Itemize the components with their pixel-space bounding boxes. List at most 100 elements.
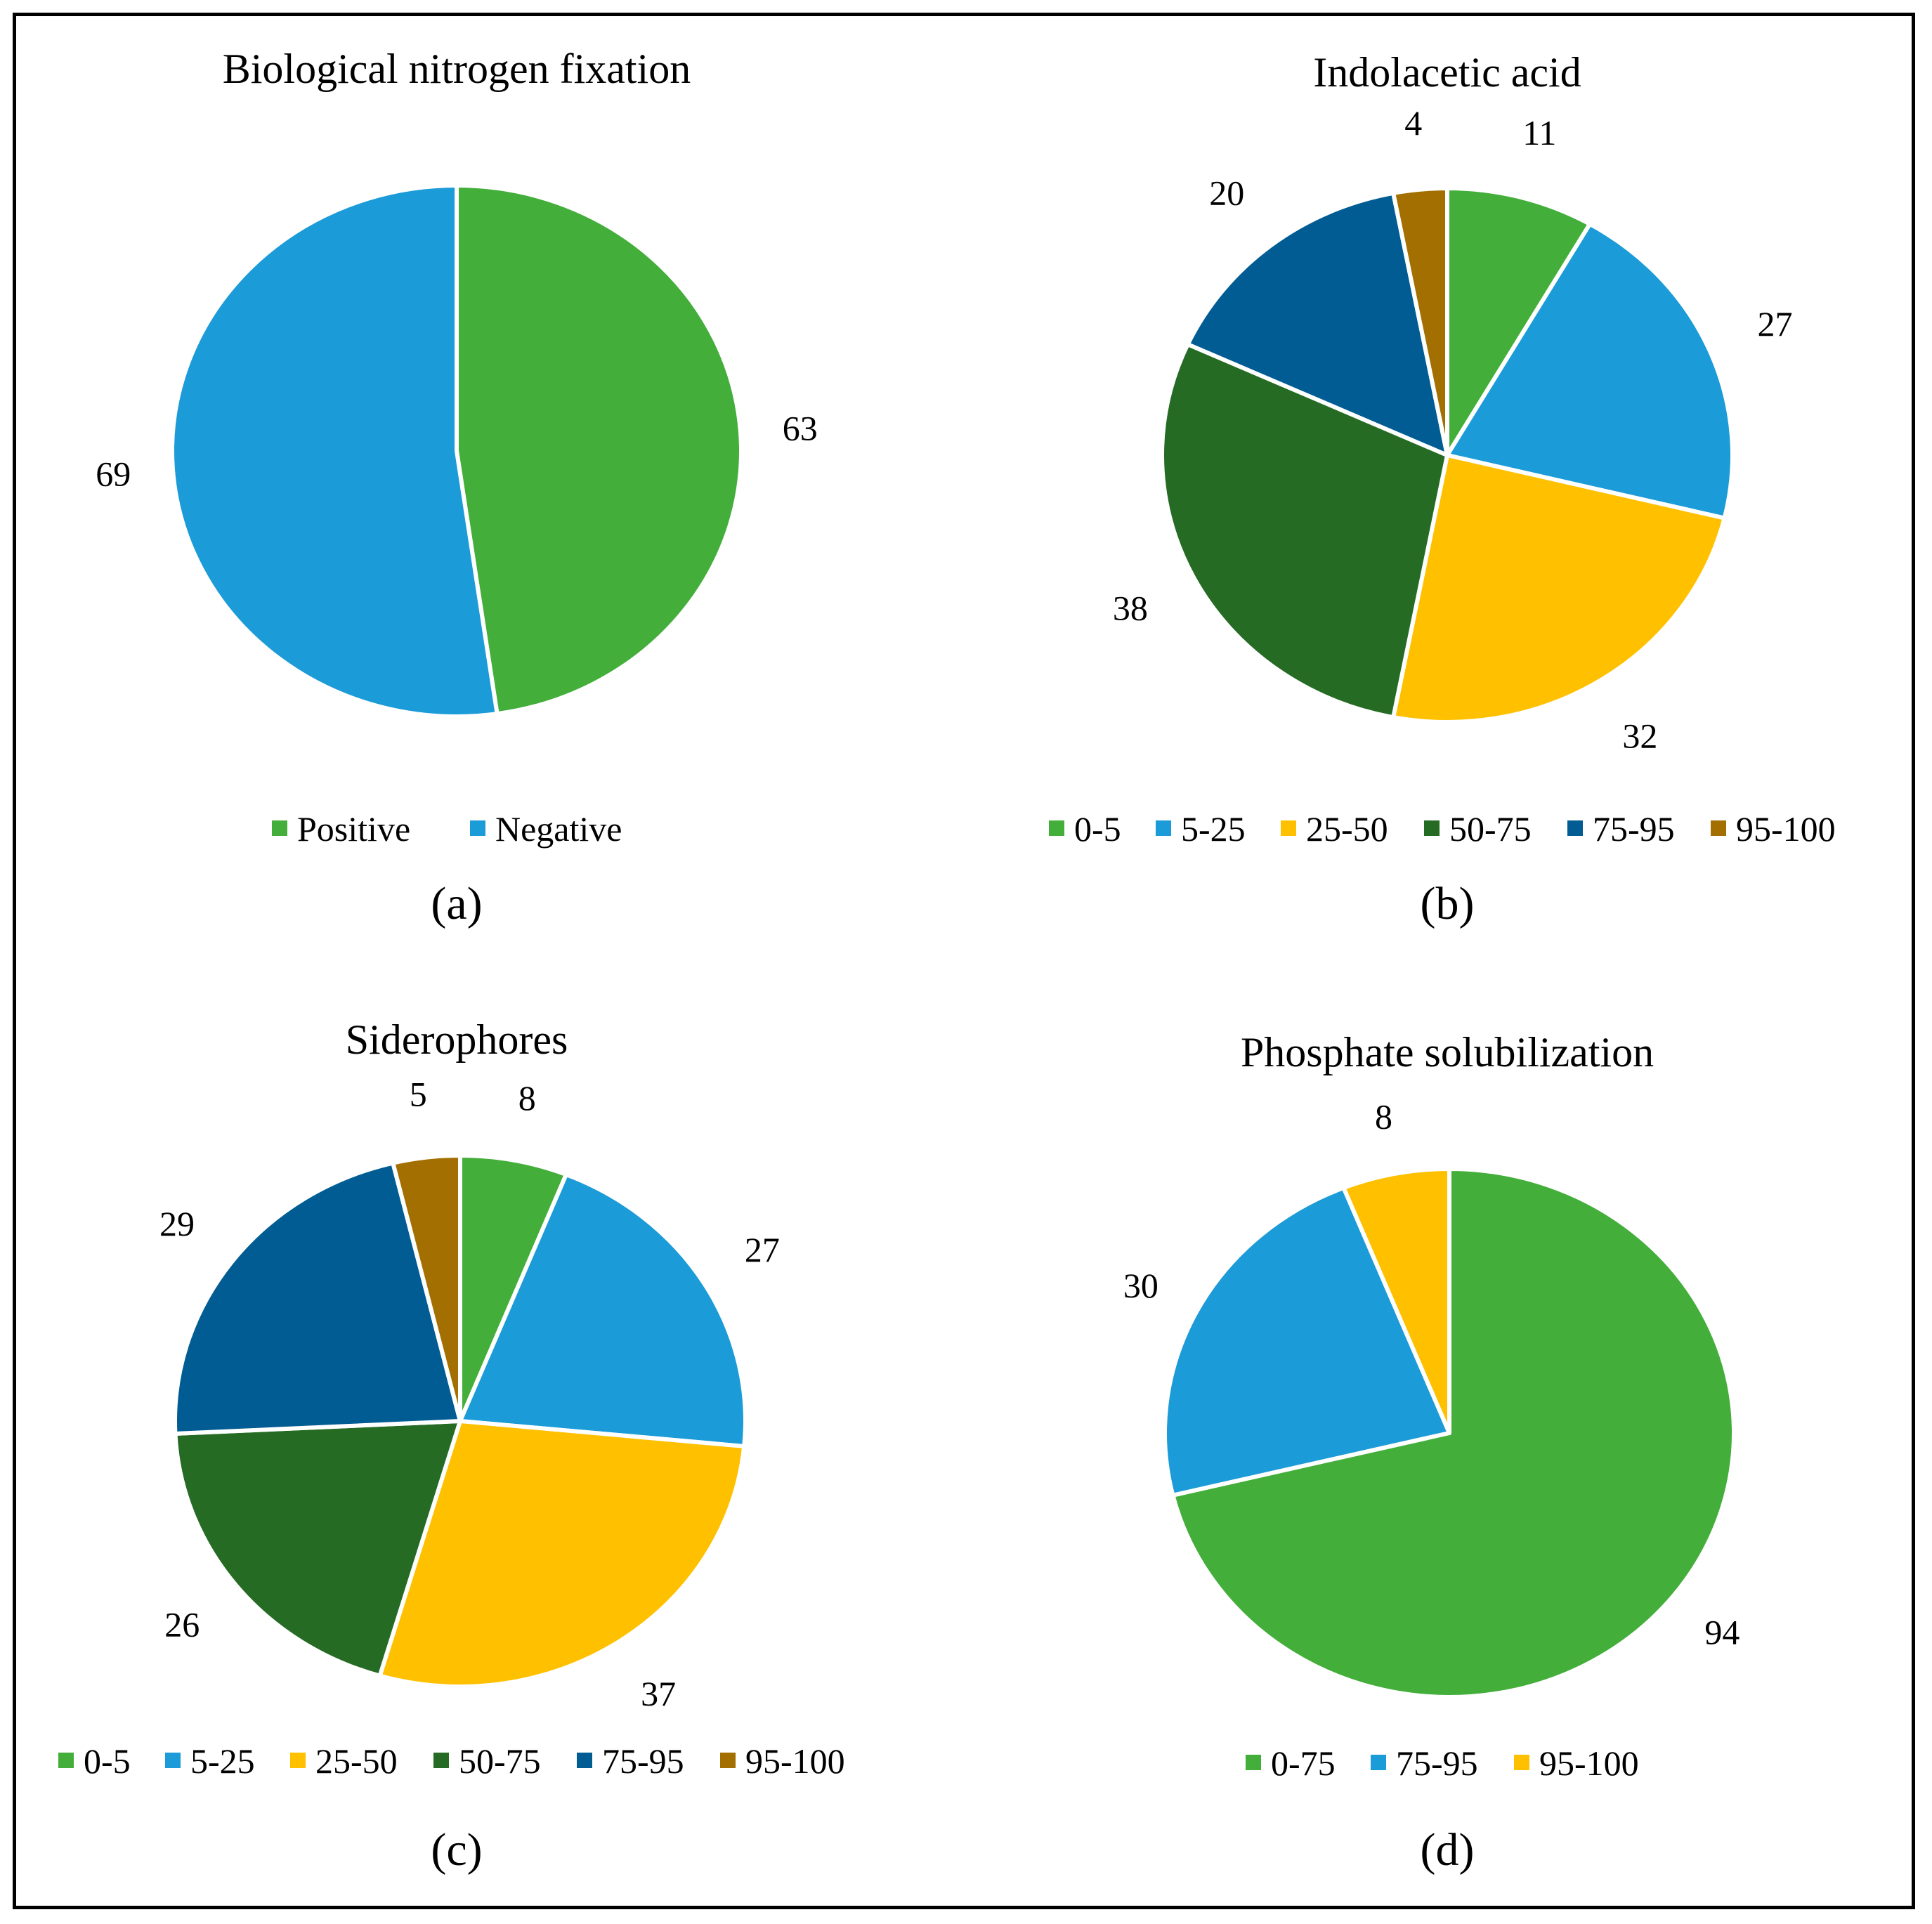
legend-label: 0-5 <box>1074 809 1121 849</box>
legend-item-75-95: 75-95 <box>577 1741 684 1781</box>
data-label: 38 <box>1113 589 1148 628</box>
legend-item-75-95: 75-95 <box>1371 1743 1478 1783</box>
legend-swatch <box>272 820 287 836</box>
data-label: 4 <box>1404 103 1422 143</box>
data-label: 32 <box>1622 716 1657 756</box>
legend-swatch <box>1049 820 1064 836</box>
pie-slice-95-100 <box>1391 186 1449 457</box>
legend-item-50-75: 50-75 <box>433 1741 541 1781</box>
legend-label: 25-50 <box>315 1741 398 1781</box>
legend-item-95-100: 95-100 <box>1711 809 1836 849</box>
legend-swatch <box>58 1753 74 1768</box>
legend-swatch <box>1156 820 1171 836</box>
legend-label: 0-75 <box>1271 1743 1336 1783</box>
legend-label: 0-5 <box>84 1741 131 1781</box>
legend-label: 75-95 <box>1396 1743 1478 1783</box>
data-label: 8 <box>1375 1097 1392 1137</box>
legend-label: 75-95 <box>1593 809 1675 849</box>
legend-item-0-5: 0-5 <box>58 1741 131 1781</box>
legend-label: 95-100 <box>1539 1743 1639 1783</box>
legend-item-50-75: 50-75 <box>1424 809 1532 849</box>
data-label: 29 <box>159 1204 195 1243</box>
legend-label: 50-75 <box>1449 809 1532 849</box>
legend-label: 95-100 <box>745 1741 845 1781</box>
pie-slice-0-5 <box>1445 186 1592 457</box>
legend-swatch <box>1711 820 1726 836</box>
legend-item-75-95: 75-95 <box>1567 809 1675 849</box>
legend-label: 5-25 <box>1181 809 1246 849</box>
pie-slice-Positive <box>455 183 743 716</box>
chart-title: Biological nitrogen fixation <box>223 46 691 92</box>
pie-slice-75-95 <box>173 1160 462 1436</box>
pie-chart-panel-3: Siderophores 8 27 37 26 29 5 0-5 5-25 25-50 50-75 7… <box>58 1016 845 1876</box>
legend-swatch <box>433 1753 449 1768</box>
data-label: 8 <box>518 1078 536 1118</box>
pie-chart-panel-4: Phosphate solubilization 94 30 8 0-75 75-95 95… <box>1123 1029 1740 1876</box>
legend-label: 50-75 <box>459 1741 541 1781</box>
pie-slice-0-75 <box>1170 1167 1736 1699</box>
data-label: 37 <box>641 1674 676 1713</box>
data-label: 5 <box>410 1075 427 1114</box>
legend-swatch <box>1371 1755 1386 1770</box>
panel-caption: (c) <box>431 1824 482 1876</box>
legend-item-95-100: 95-100 <box>1514 1743 1639 1783</box>
pie-slice-75-95 <box>1163 1185 1451 1498</box>
pie-slice-50-75 <box>173 1419 462 1678</box>
legend-swatch <box>470 820 485 836</box>
legend-label: 95-100 <box>1736 809 1836 849</box>
legend-swatch <box>577 1753 592 1768</box>
pie-chart-panel-2: Indolacetic acid 11 27 32 38 20 4 0-5 5-25 25-50 5… <box>1049 49 1836 929</box>
data-label: 30 <box>1123 1266 1158 1305</box>
pie-slice-95-100 <box>1341 1167 1451 1435</box>
data-label: 26 <box>164 1605 200 1644</box>
data-label: 27 <box>745 1230 780 1269</box>
legend-item-25-50: 25-50 <box>1281 809 1388 849</box>
legend-label: Positive <box>297 809 410 849</box>
legend-item-5-25: 5-25 <box>165 1741 255 1781</box>
pie-slice-25-50 <box>1391 453 1727 724</box>
legend: 0-5 5-25 25-50 50-75 75-95 95-100 <box>58 1741 845 1781</box>
panel-caption: (b) <box>1421 878 1475 929</box>
data-label: 27 <box>1758 304 1793 343</box>
pie-slice-50-75 <box>1160 342 1449 720</box>
legend-item-0-75: 0-75 <box>1246 1743 1336 1783</box>
legend: 0-75 75-95 95-100 <box>1246 1743 1639 1783</box>
chart-title: Phosphate solubilization <box>1241 1029 1654 1075</box>
legend: Positive Negative <box>272 809 622 849</box>
legend-swatch <box>1514 1755 1529 1770</box>
pie-slice-5-25 <box>1445 221 1735 521</box>
pie-slice-25-50 <box>377 1419 747 1689</box>
legend-swatch <box>1567 820 1583 836</box>
data-label: 94 <box>1704 1613 1740 1652</box>
legend-swatch <box>720 1753 736 1768</box>
data-label: 20 <box>1209 174 1244 213</box>
legend-item-Negative: Negative <box>470 809 622 849</box>
legend-item-0-5: 0-5 <box>1049 809 1121 849</box>
legend-swatch <box>1281 820 1296 836</box>
legend-item-95-100: 95-100 <box>720 1741 845 1781</box>
chart-title: Indolacetic acid <box>1313 49 1581 96</box>
data-label: 11 <box>1522 113 1556 152</box>
legend-item-25-50: 25-50 <box>290 1741 398 1781</box>
legend-label: 75-95 <box>602 1741 684 1781</box>
pie-slice-5-25 <box>458 1172 748 1448</box>
chart-title: Siderophores <box>346 1016 568 1063</box>
pie-slice-95-100 <box>391 1153 462 1423</box>
legend: 0-5 5-25 25-50 50-75 75-95 95-100 <box>1049 809 1836 849</box>
legend-label: Negative <box>495 809 622 849</box>
legend-item-Positive: Positive <box>272 809 410 849</box>
legend-label: 25-50 <box>1306 809 1388 849</box>
legend-label: 5-25 <box>190 1741 255 1781</box>
panel-caption: (d) <box>1421 1824 1475 1876</box>
pie-slice-Negative <box>170 183 500 719</box>
legend-swatch <box>165 1753 181 1768</box>
legend-swatch <box>290 1753 306 1768</box>
legend-item-5-25: 5-25 <box>1156 809 1246 849</box>
data-label: 69 <box>96 454 131 494</box>
panel-caption: (a) <box>431 878 482 929</box>
data-label: 63 <box>783 408 818 447</box>
pie-slice-75-95 <box>1185 190 1449 457</box>
pie-chart-panel-1: Biological nitrogen fixation 63 69 Positive… <box>96 46 818 929</box>
legend-swatch <box>1424 820 1440 836</box>
